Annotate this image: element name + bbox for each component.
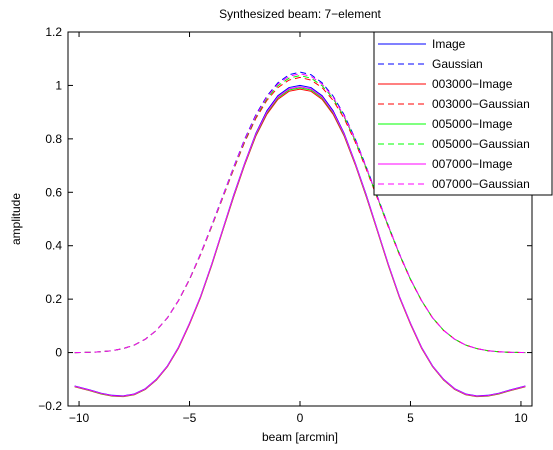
x-axis-label: beam [arcmin] (262, 430, 338, 444)
y-tick-label: 0 (55, 346, 62, 360)
series-line-007000-gaussian (74, 73, 526, 354)
y-tick-label: 1 (55, 78, 62, 92)
x-tick-label: −10 (69, 411, 90, 425)
x-tick-label: 0 (297, 411, 304, 425)
legend-label-007000-image: 007000−Image (432, 157, 513, 171)
legend-entries: Image Gaussian 003000−Image 003000−Gaussian… (378, 37, 530, 191)
y-tick-label: 0.4 (45, 239, 62, 253)
axis-ticks: −10 −5 0 5 10 −0.2 0 0.2 0.4 0.6 0.8 1 1.2 (38, 25, 532, 425)
legend-label-005000-gaussian: 005000−Gaussian (432, 137, 530, 151)
y-tick-label: 0.2 (45, 292, 62, 306)
legend-label-007000-gaussian: 007000−Gaussian (432, 177, 530, 191)
legend-label-005000-image: 005000−Image (432, 117, 513, 131)
chart-title: Synthesized beam: 7−element (219, 7, 381, 21)
legend-box (373, 31, 553, 196)
series-line-007000-image (74, 86, 526, 397)
y-tick-label: 1.2 (45, 25, 62, 39)
legend-label-003000-image: 003000−Image (432, 77, 513, 91)
y-tick-label: 0.8 (45, 132, 62, 146)
x-tick-label: 10 (514, 411, 528, 425)
series-layer (74, 71, 526, 398)
legend: Image Gaussian 003000−Image 003000−Gaussian… (373, 31, 553, 196)
y-axis-label: amplitude (9, 193, 23, 245)
legend-label-gaussian: Gaussian (432, 57, 483, 71)
y-tick-label: 0.6 (45, 185, 62, 199)
legend-label-image: Image (432, 37, 466, 51)
x-tick-label: 5 (407, 411, 414, 425)
legend-label-003000-gaussian: 003000−Gaussian (432, 97, 530, 111)
y-tick-label: −0.2 (38, 399, 62, 413)
x-tick-label: −5 (183, 411, 197, 425)
